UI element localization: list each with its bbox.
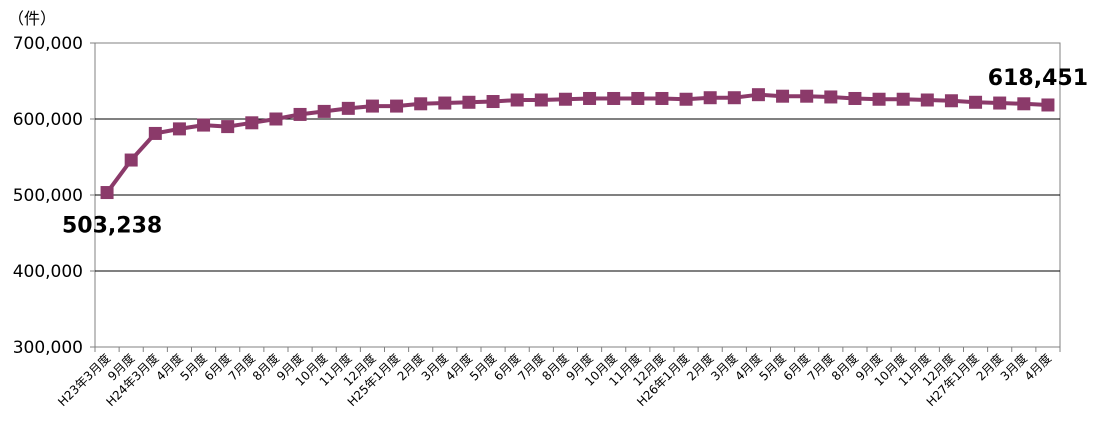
data-label: 503,238 [62, 214, 162, 239]
y-tick-label: 400,000 [13, 262, 83, 282]
x-tick-label: 3月度 [707, 351, 740, 384]
x-tick-label: 8月度 [828, 351, 861, 384]
data-point [317, 104, 331, 118]
data-point [583, 91, 597, 105]
x-tick-label: 2月度 [394, 351, 427, 384]
data-point [703, 91, 717, 105]
data-point [100, 186, 114, 200]
data-point [969, 95, 983, 109]
data-point [293, 107, 307, 121]
data-point [172, 122, 186, 136]
data-point [920, 93, 934, 107]
data-point [993, 96, 1007, 110]
gridlines [90, 42, 1061, 352]
x-tick-label: 6月度 [490, 351, 523, 384]
x-tick-label: 3月度 [997, 351, 1030, 384]
data-point [872, 92, 886, 106]
data-point [679, 92, 693, 106]
y-axis-ticks: 300,000 400,000 500,000 600,000 700,000 [13, 34, 83, 358]
data-point [197, 118, 211, 132]
data-point [655, 91, 669, 105]
x-tick-label: 7月度 [514, 351, 547, 384]
data-point [631, 91, 645, 105]
data-point [365, 99, 379, 113]
data-point [727, 91, 741, 105]
x-tick-label: 5月度 [177, 351, 210, 384]
x-tick-label: 4月度 [1021, 351, 1054, 384]
x-tick-label: 8月度 [249, 351, 282, 384]
data-point [607, 91, 621, 105]
y-axis-unit: （件） [8, 9, 56, 28]
data-point [896, 92, 910, 106]
series-group [100, 88, 1055, 200]
x-tick-label: 3月度 [418, 351, 451, 384]
x-axis-ticks: H23年3月度9月度H24年3月度4月度5月度6月度7月度8月度9月度10月度1… [55, 351, 1055, 410]
data-point [776, 89, 790, 103]
x-tick-label: 6月度 [780, 351, 813, 384]
y-tick-label: 500,000 [13, 186, 83, 206]
data-point [558, 92, 572, 106]
data-point [245, 116, 259, 130]
y-tick-label: 600,000 [13, 110, 83, 130]
x-tick-label: 7月度 [225, 351, 258, 384]
data-point [438, 96, 452, 110]
data-point [269, 112, 283, 126]
data-point [462, 95, 476, 109]
x-tick-label: 4月度 [153, 351, 186, 384]
x-tick-label: 5月度 [756, 351, 789, 384]
data-point [390, 99, 404, 113]
x-tick-label: 7月度 [804, 351, 837, 384]
series-line [105, 92, 1048, 194]
data-point [534, 93, 548, 107]
x-tick-label: 4月度 [442, 351, 475, 384]
x-tick-label: 4月度 [732, 351, 765, 384]
data-point [848, 91, 862, 105]
data-point [1041, 98, 1055, 112]
data-point [944, 94, 958, 108]
x-tick-label: 6月度 [201, 351, 234, 384]
data-point [341, 101, 355, 115]
data-point [824, 90, 838, 104]
data-point [486, 95, 500, 109]
x-tick-label: 8月度 [539, 351, 572, 384]
data-point [1017, 97, 1031, 111]
x-tick-label: 2月度 [683, 351, 716, 384]
data-point [124, 153, 138, 167]
data-label: 618,451 [988, 66, 1088, 91]
y-tick-label: 700,000 [13, 34, 83, 54]
data-point [510, 93, 524, 107]
data-point [414, 97, 428, 111]
x-tick-label: 5月度 [466, 351, 499, 384]
y-tick-label: 300,000 [13, 338, 83, 358]
data-point [148, 126, 162, 140]
data-point [221, 120, 235, 134]
annotations: 503,238 618,451 [62, 66, 1088, 239]
data-point [751, 88, 765, 102]
data-point [800, 89, 814, 103]
x-tick-label: 2月度 [973, 351, 1006, 384]
